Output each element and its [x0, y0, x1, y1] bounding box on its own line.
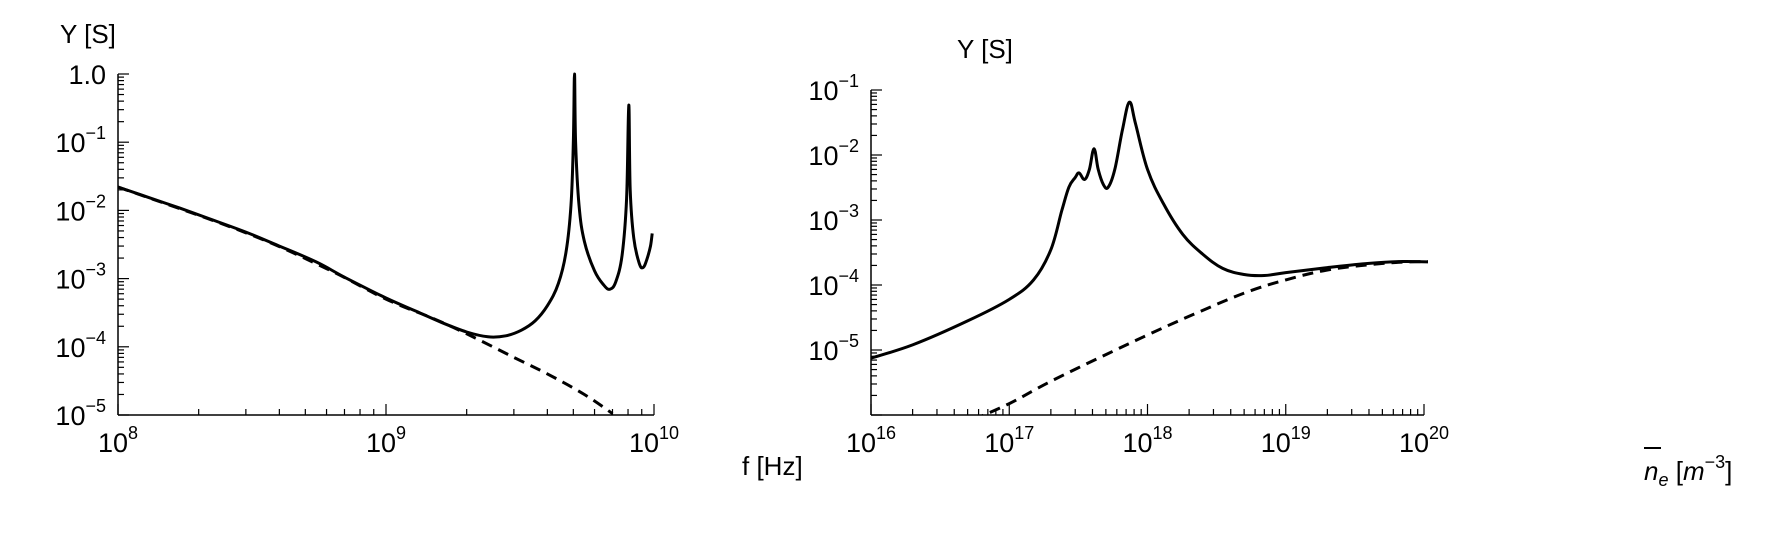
y-tick-label: 10−3	[808, 201, 859, 236]
x-tick-label: 1016	[846, 423, 896, 458]
y-tick-label: 10−1	[55, 123, 106, 158]
y-tick-label: 10−3	[55, 260, 106, 295]
dashed-series-line	[118, 185, 614, 415]
x-tick-label: 109	[366, 423, 406, 458]
density-symbol: n	[1644, 456, 1658, 486]
y-tick-label: 10−2	[55, 191, 106, 226]
y-axis-title: Y [S]	[60, 19, 116, 49]
y-tick-label: 10−4	[808, 266, 859, 301]
density-subscript: e	[1658, 470, 1668, 490]
y-tick-label: 10−2	[808, 136, 859, 171]
y-tick-label: 10−4	[55, 328, 106, 363]
x-tick-label: 1020	[1399, 423, 1449, 458]
dashed-series-line	[980, 260, 1428, 415]
y-tick-label: 1.0	[68, 60, 106, 90]
y-tick-label: 10−1	[808, 71, 859, 106]
x-axis-title: f [Hz]	[742, 451, 803, 481]
y-tick-label: 10−5	[808, 331, 859, 366]
x-tick-label: 1019	[1261, 423, 1311, 458]
y-tick-label: 10−5	[55, 396, 106, 431]
admittance-vs-frequency-panel: Y [S] f [Hz] 108 109 1010 10−5 10−4 10−3 10−2 1…	[55, 19, 802, 481]
admittance-vs-density-panel: Y [S] ne [m−3] 1016 1017 1018 1019 1020 10−5 1…	[808, 34, 1732, 490]
x-tick-label: 1010	[629, 423, 679, 458]
y-axis-title: Y [S]	[957, 34, 1013, 64]
x-axis-title: ne [m−3]	[1644, 452, 1732, 490]
x-tick-label: 1018	[1122, 423, 1172, 458]
x-tick-label: 1017	[984, 423, 1034, 458]
solid-series-line	[871, 100, 1428, 360]
x-tick-label: 108	[98, 423, 138, 458]
